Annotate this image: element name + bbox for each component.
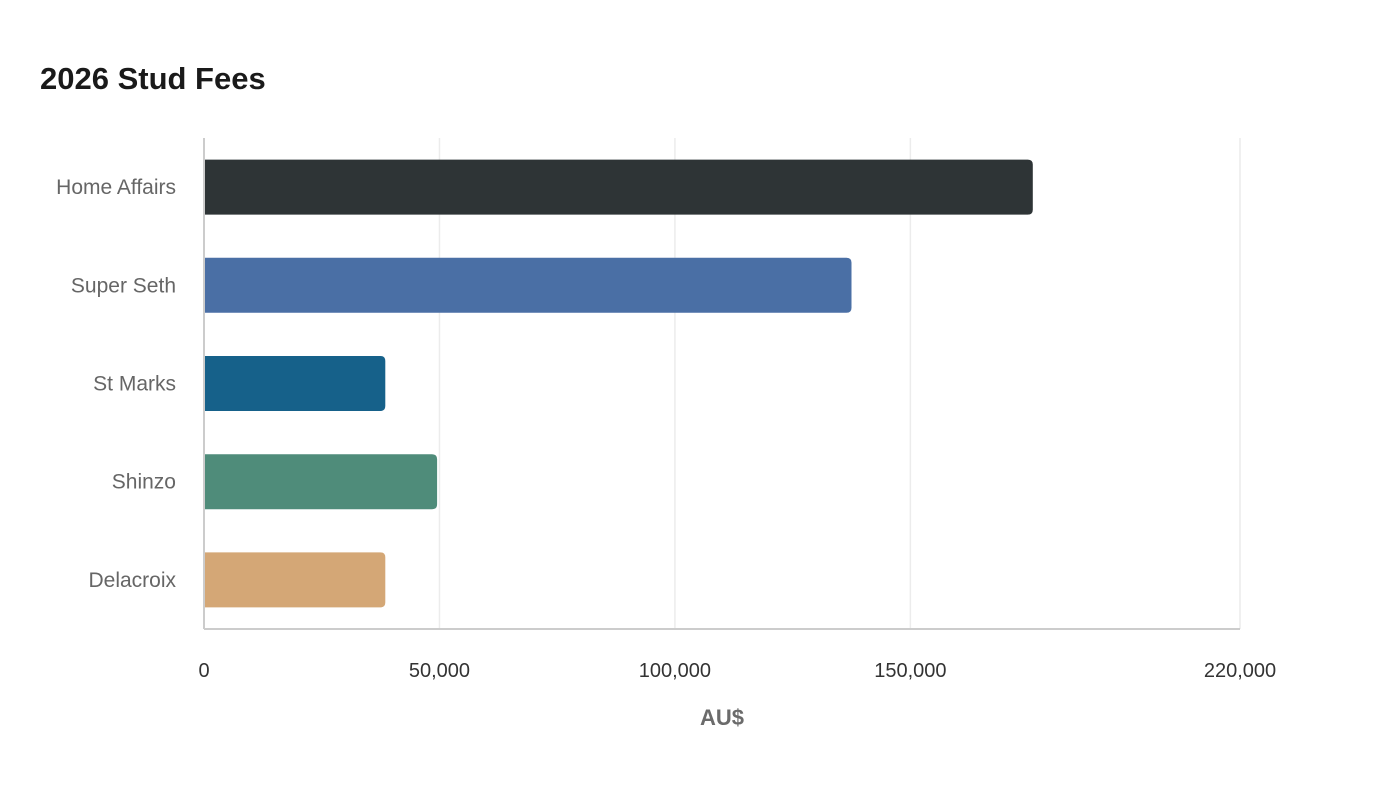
category-label: St Marks [93, 373, 176, 396]
labels: 0 50,000 100,000 150,000 220,000 Home Affairs… [56, 176, 1276, 682]
x-tick-label: 150,000 [874, 660, 946, 682]
bar-shinzo [204, 454, 438, 510]
bar-super-seth [204, 257, 852, 313]
bar-delacroix [204, 552, 386, 608]
bar-home-affairs [204, 159, 1033, 215]
x-tick-label: 100,000 [639, 660, 711, 682]
x-tick-label: 0 [198, 660, 209, 682]
gridlines [438, 138, 1241, 629]
x-axis-title: AU$ [700, 705, 744, 730]
x-tick-label: 220,000 [1204, 660, 1276, 682]
axes [203, 138, 1240, 630]
category-label: Shinzo [112, 471, 176, 494]
bars [204, 159, 1033, 608]
category-label: Home Affairs [56, 176, 176, 199]
category-label: Delacroix [88, 569, 176, 592]
bar-st-marks [204, 356, 386, 411]
x-tick-label: 50,000 [409, 660, 470, 682]
chart-title: 2026 Stud Fees [40, 61, 266, 96]
category-label: Super Seth [71, 274, 176, 297]
